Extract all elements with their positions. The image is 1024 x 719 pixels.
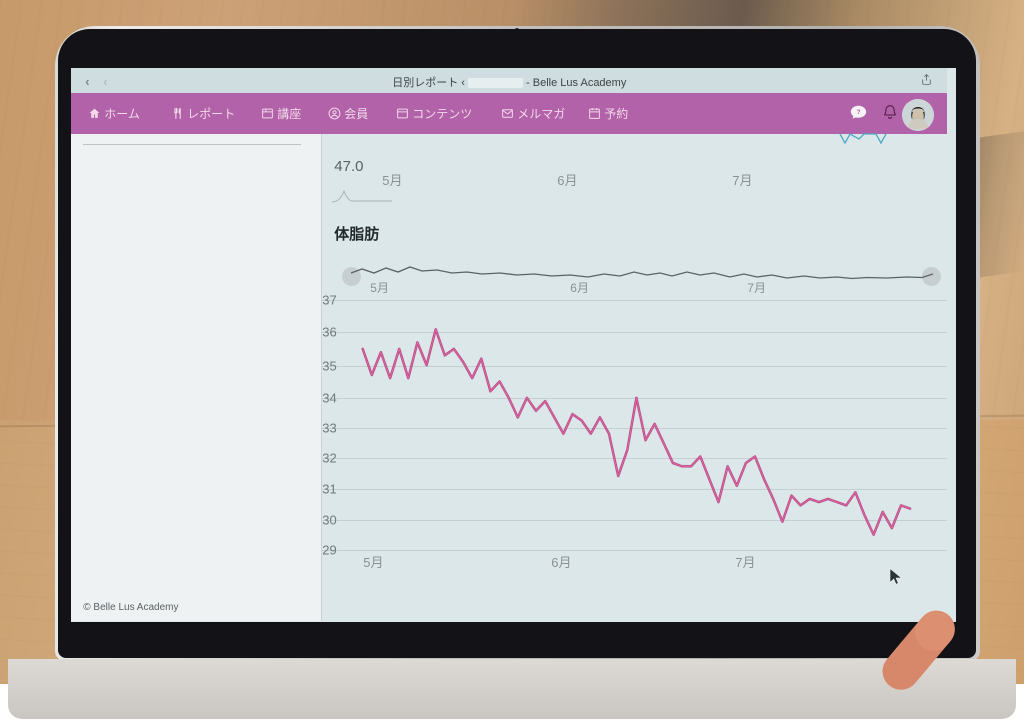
svg-text:?: ? — [857, 109, 861, 116]
